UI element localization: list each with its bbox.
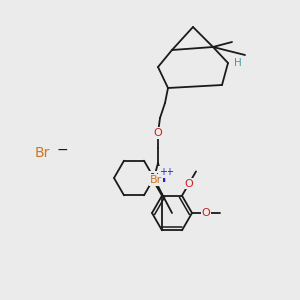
Text: −: − <box>57 143 69 157</box>
Text: +: + <box>165 167 173 177</box>
Text: Br: Br <box>150 175 162 185</box>
Text: +: + <box>159 167 167 177</box>
Text: O: O <box>202 208 210 218</box>
Text: N: N <box>150 172 160 184</box>
Text: H: H <box>234 58 242 68</box>
Text: N: N <box>156 172 166 184</box>
Text: Br: Br <box>35 146 50 160</box>
Text: O: O <box>154 128 162 138</box>
Text: O: O <box>184 178 194 189</box>
